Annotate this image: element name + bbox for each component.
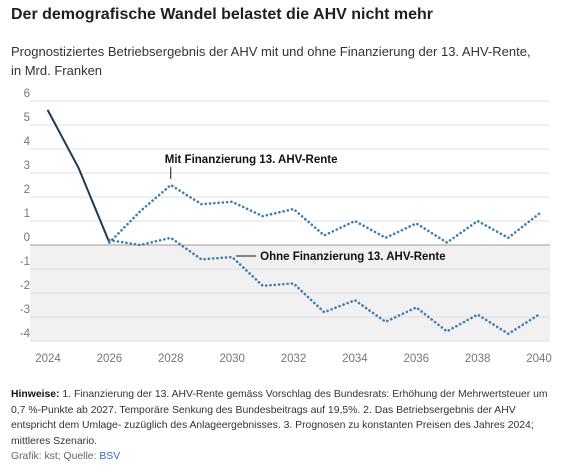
chart-subtitle: Prognostiziertes Betriebsergebnis der AH…	[11, 42, 551, 80]
y-tick-label: -3	[20, 304, 30, 316]
source-link[interactable]: BSV	[99, 451, 121, 462]
series-lines	[47, 109, 541, 336]
notes: Hinweise: 1. Finanzierung der 13. AHV-Re…	[11, 387, 551, 449]
notes-label: Hinweise:	[11, 389, 60, 400]
line-chart: 6 5 4 3 2 1 0 -1 -2 -3 -4 2024 2026 2028 2030 2032 2034…	[20, 88, 552, 365]
y-tick-label: 1	[24, 208, 30, 220]
series-line-historical	[47, 109, 111, 244]
y-tick-label: 4	[24, 136, 31, 148]
source-prefix: Grafik: kst; Quelle:	[11, 451, 100, 462]
x-tick-label: 2024	[35, 353, 61, 365]
x-tick-label: 2030	[219, 353, 245, 365]
x-tick-label: 2032	[281, 353, 307, 365]
y-tick-label: 5	[24, 112, 30, 124]
y-tick-label: 2	[24, 184, 30, 196]
y-tick-label: -2	[20, 280, 30, 292]
y-tick-label: 0	[24, 232, 30, 244]
x-axis-tick-labels: 2024 2026 2028 2030 2032 2034 2036 2038 2040	[35, 353, 552, 365]
grid-lines	[30, 100, 550, 342]
annotations: Mit Finanzierung 13. AHV-Rente Ohne Finan…	[165, 154, 446, 263]
subtitle-line-2: in Mrd. Franken	[11, 63, 103, 78]
notes-text: 1. Finanzierung der 13. AHV-Rente gemäss…	[11, 389, 548, 447]
x-tick-label: 2034	[342, 353, 368, 365]
subtitle-line-1: Prognostiziertes Betriebsergebnis der AH…	[11, 44, 531, 59]
x-tick-label: 2038	[465, 353, 491, 365]
chart-title: Der demografische Wandel belastet die AH…	[11, 6, 434, 23]
annotation-label-with: Mit Finanzierung 13. AHV-Rente	[165, 154, 338, 166]
y-tick-label: -1	[20, 256, 30, 268]
y-axis-tick-labels: 6 5 4 3 2 1 0 -1 -2 -3 -4	[20, 88, 31, 340]
y-tick-label: 6	[24, 88, 30, 100]
x-tick-label: 2040	[526, 353, 552, 365]
x-tick-label: 2028	[158, 353, 184, 365]
series-line-without	[108, 236, 541, 336]
y-tick-label: 3	[24, 160, 30, 172]
annotation-label-without: Ohne Finanzierung 13. AHV-Rente	[260, 251, 446, 263]
source-line: Grafik: kst; Quelle: BSV	[11, 451, 120, 462]
x-tick-label: 2036	[403, 353, 429, 365]
series-line-with	[108, 183, 541, 244]
x-tick-label: 2026	[97, 353, 123, 365]
y-tick-label: -4	[20, 328, 31, 340]
